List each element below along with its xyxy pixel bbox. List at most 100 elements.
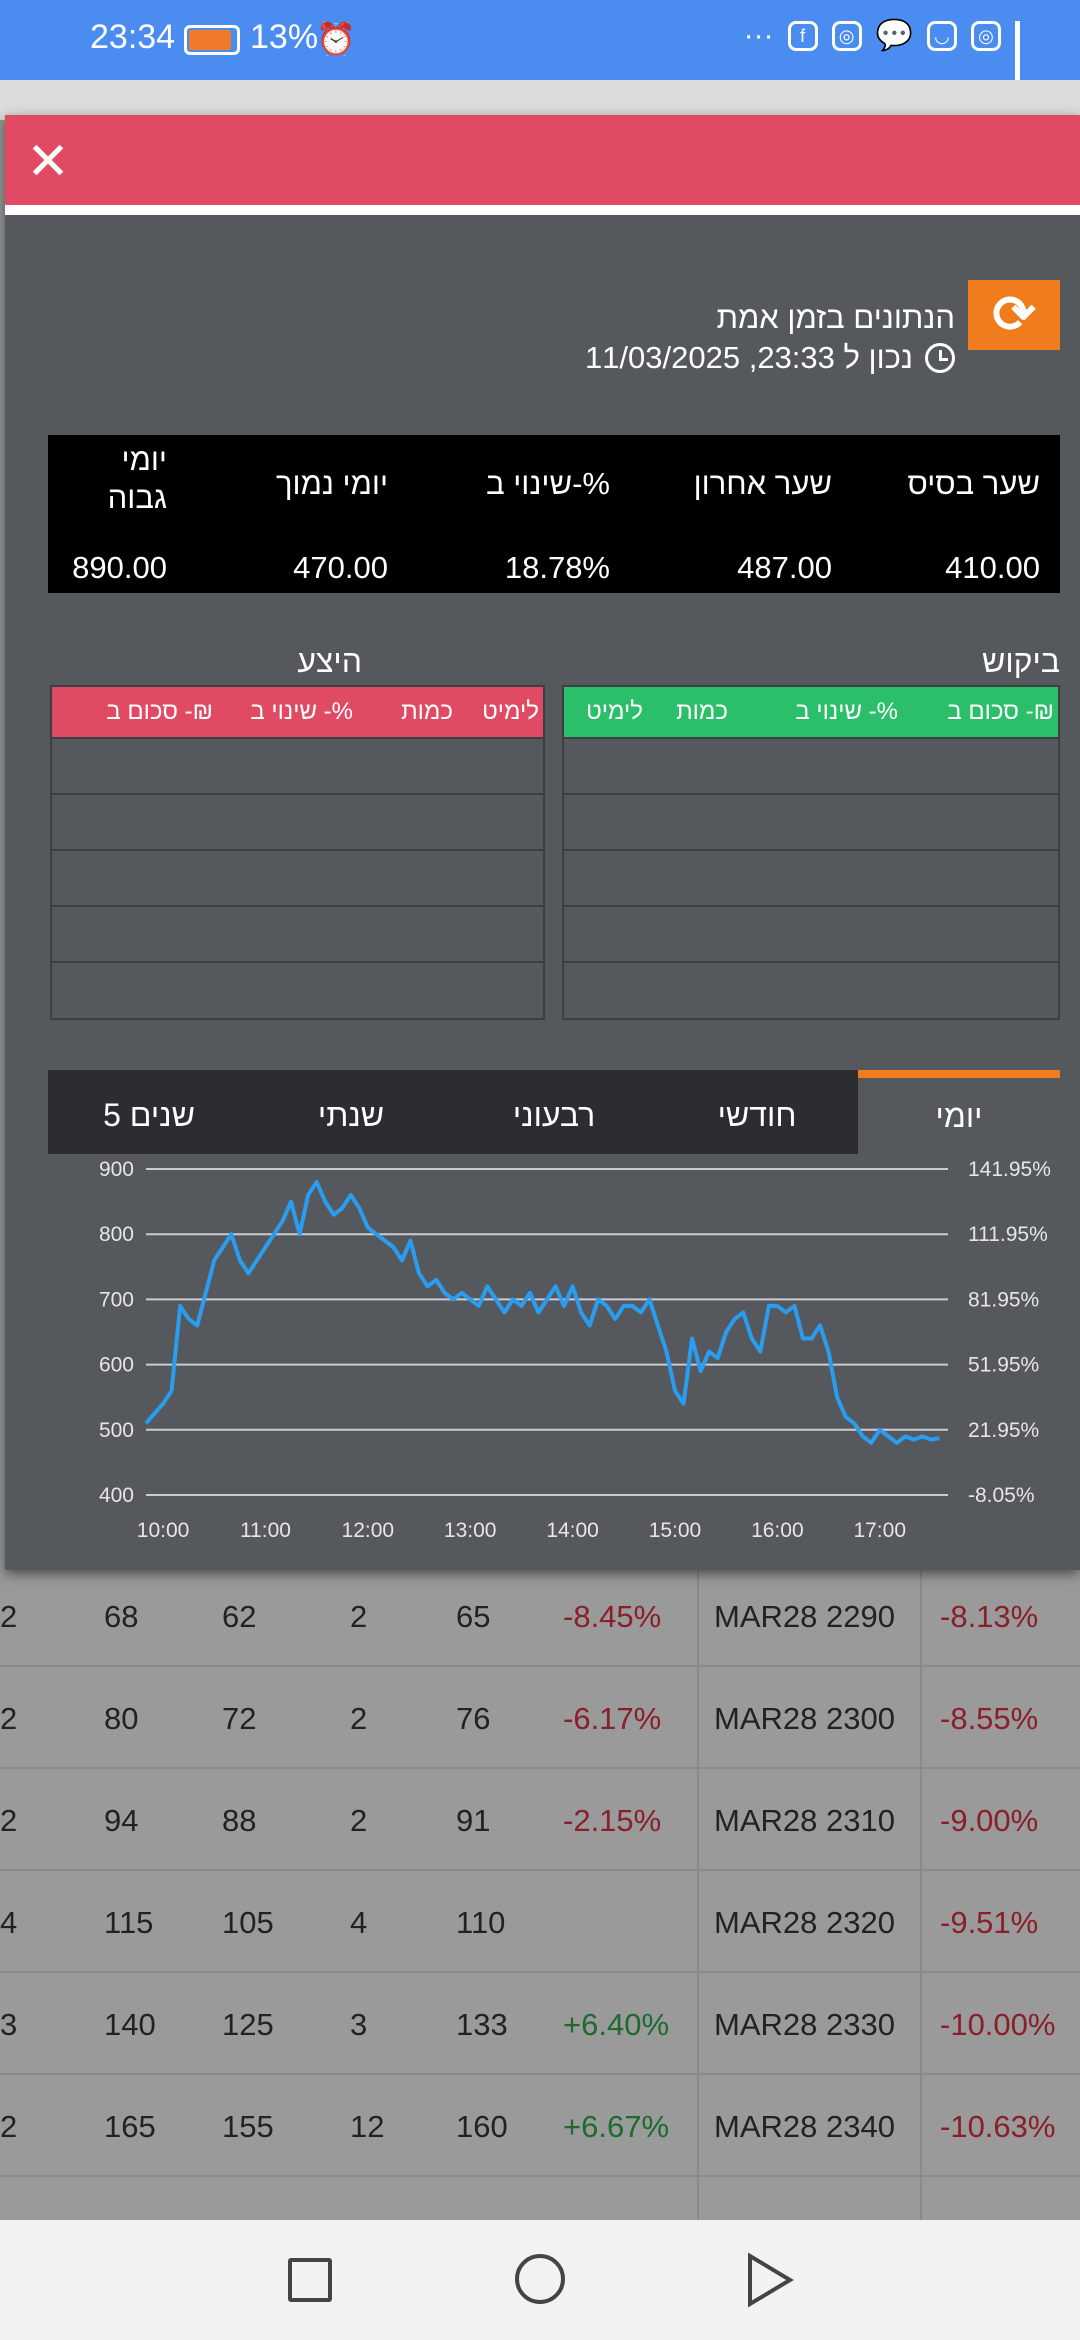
ask-header-limit: לימיט	[482, 698, 539, 725]
table-cell: -8.13%	[940, 1599, 1039, 1634]
x-tick-label: 10:00	[137, 1519, 190, 1542]
bid-row	[564, 737, 1058, 793]
bid-header-amount: סכום ב -₪	[947, 698, 1054, 725]
x-tick-label: 13:00	[444, 1519, 497, 1542]
instagram-icon: ◎	[831, 20, 862, 51]
tab-5-years[interactable]: 5 שנים	[103, 1097, 195, 1133]
table-cell: -6.17%	[563, 1701, 662, 1736]
realtime-title: הנתונים בזמן אמת	[716, 300, 955, 335]
table-cell: 88	[222, 1803, 257, 1838]
table-row[interactable]: 2 165 155 12 160 +6.67% MAR28 2340 -10.63%	[0, 2075, 1080, 2177]
table-cell: 2	[350, 1701, 368, 1736]
y-tick-label-right: 81.95%	[968, 1288, 1039, 1311]
y-tick-label-right: 111.95%	[968, 1223, 1048, 1246]
table-row[interactable]: 2 80 72 2 76 -6.17% MAR28 2300 -8.55%	[0, 1667, 1080, 1769]
table-cell: 65	[456, 1599, 491, 1634]
instagram-icon-2: ◎	[971, 20, 1001, 51]
bid-title: ביקוש	[982, 643, 1060, 679]
table-cell: 165	[104, 2109, 156, 2144]
summary-label: שער בסיס	[907, 466, 1040, 501]
table-row[interactable]: 3 140 125 3 133 +6.40% MAR28 2330 -10.00%	[0, 1973, 1080, 2075]
table-cell: -10.00%	[940, 2007, 1056, 2042]
realtime-time-row: נכון ל 23:33, 11/03/2025	[585, 340, 955, 376]
table-cell: 133	[456, 2007, 508, 2042]
y-tick-label-left: 500	[99, 1419, 134, 1442]
summary-last-rate: שער אחרון 487.00	[642, 435, 832, 593]
table-cell: 76	[456, 1701, 491, 1736]
summary-base-rate: שער בסיס 410.00	[850, 435, 1040, 593]
x-tick-label: 16:00	[751, 1519, 804, 1542]
summary-daily-high: יומי גבוה 890.00	[57, 435, 167, 593]
ask-header-amount: סכום ב -₪	[106, 698, 213, 725]
battery-icon	[184, 25, 240, 55]
ask-table: לימיט כמות שינוי ב -% סכום ב -₪	[50, 685, 545, 1020]
ask-row	[52, 905, 543, 961]
y-tick-label-left: 900	[99, 1158, 134, 1181]
summary-change-pct: שינוי ב-% 18.78%	[420, 435, 610, 593]
table-cell: -2.15%	[563, 1803, 662, 1838]
alarm-icon: ⏰	[316, 21, 356, 57]
table-cell: 4	[0, 1905, 18, 1940]
table-row[interactable]: 2 68 62 2 65 -8.45% MAR28 2290 -8.13%	[0, 1565, 1080, 1667]
period-tabs: יומי חודשי רבעוני שנתי 5 שנים	[48, 1070, 1060, 1154]
ask-header-qty: כמות	[401, 698, 453, 725]
table-cell: 2	[350, 1599, 368, 1634]
status-time: 23:34	[90, 18, 176, 56]
table-cell: -8.55%	[940, 1701, 1039, 1736]
table-cell: 160	[456, 2109, 508, 2144]
ask-row	[52, 737, 543, 793]
summary-label: שינוי ב-%	[486, 466, 610, 501]
refresh-button[interactable]: ⟳	[968, 280, 1060, 350]
table-cell: 2	[0, 2109, 18, 2144]
y-tick-label-right: 51.95%	[968, 1354, 1039, 1377]
y-tick-label-left: 400	[99, 1484, 134, 1507]
table-cell: 2	[0, 1701, 18, 1736]
table-cell: -8.45%	[563, 1599, 662, 1634]
tab-daily[interactable]: יומי	[858, 1070, 1060, 1154]
table-cell: 2	[0, 1803, 18, 1838]
4g-signal-icon	[1015, 20, 1020, 119]
tab-monthly[interactable]: חודשי	[717, 1097, 797, 1133]
table-cell: 115	[104, 1905, 154, 1940]
stock-detail-modal: ✕ ⟳ הנתונים בזמן אמת נכון ל 23:33, 11/03…	[5, 115, 1080, 1570]
bid-header: סכום ב -₪ שינוי ב -% כמות לימיט	[564, 687, 1058, 737]
ask-header: לימיט כמות שינוי ב -% סכום ב -₪	[52, 687, 543, 737]
summary-table: שער בסיס 410.00 שער אחרון 487.00 שינוי ב…	[48, 435, 1060, 593]
table-cell: 155	[222, 2109, 274, 2144]
table-cell: 94	[104, 1803, 139, 1838]
status-bar: 23:34 13% ⏰ ··· f ◎ 💬 ◡ ◎	[0, 0, 1080, 119]
circle-icon[interactable]	[515, 2254, 565, 2304]
table-row[interactable]: 2 94 88 2 91 -2.15% MAR28 2310 -9.00%	[0, 1769, 1080, 1871]
table-cell: 68	[104, 1599, 139, 1634]
y-tick-label-right: 141.95%	[968, 1158, 1051, 1181]
square-icon[interactable]	[288, 2258, 332, 2302]
summary-daily-low: יומי נמוך 470.00	[198, 435, 388, 593]
table-cell: MAR28 2320	[714, 1905, 895, 1940]
table-cell: 80	[104, 1701, 139, 1736]
bid-header-change: שינוי ב -%	[795, 698, 898, 725]
table-cell: 3	[350, 2007, 368, 2042]
table-cell: +6.40%	[563, 2007, 670, 2042]
table-cell: -10.63%	[940, 2109, 1056, 2144]
tab-quarterly[interactable]: רבעוני	[512, 1097, 596, 1133]
table-cell: MAR28 2340	[714, 2109, 895, 2144]
summary-value: 487.00	[737, 550, 832, 585]
messenger-icon: ◡	[927, 20, 957, 51]
y-tick-label-right: 21.95%	[968, 1419, 1039, 1442]
table-cell: 62	[222, 1599, 257, 1634]
summary-value: 890.00	[72, 550, 167, 585]
background-toolbar	[0, 80, 1080, 120]
table-cell: 4	[350, 1905, 368, 1940]
y-tick-label-left: 800	[99, 1223, 134, 1246]
modal-header: ✕	[5, 115, 1080, 215]
close-button[interactable]: ✕	[26, 133, 70, 191]
table-cell: -9.51%	[940, 1905, 1039, 1940]
ask-row	[52, 849, 543, 905]
background-table: 2 68 62 2 65 -8.45% MAR28 2290 -8.13% 2 80 72 2 76 -6…	[0, 1565, 1080, 2220]
ask-row	[52, 961, 543, 1017]
summary-label: שער אחרון	[693, 466, 832, 501]
bid-row	[564, 793, 1058, 849]
tab-yearly[interactable]: שנתי	[317, 1097, 385, 1133]
table-row[interactable]: 4 115 105 4 110 MAR28 2320 -9.51%	[0, 1871, 1080, 1973]
triangle-icon[interactable]	[746, 2252, 796, 2308]
